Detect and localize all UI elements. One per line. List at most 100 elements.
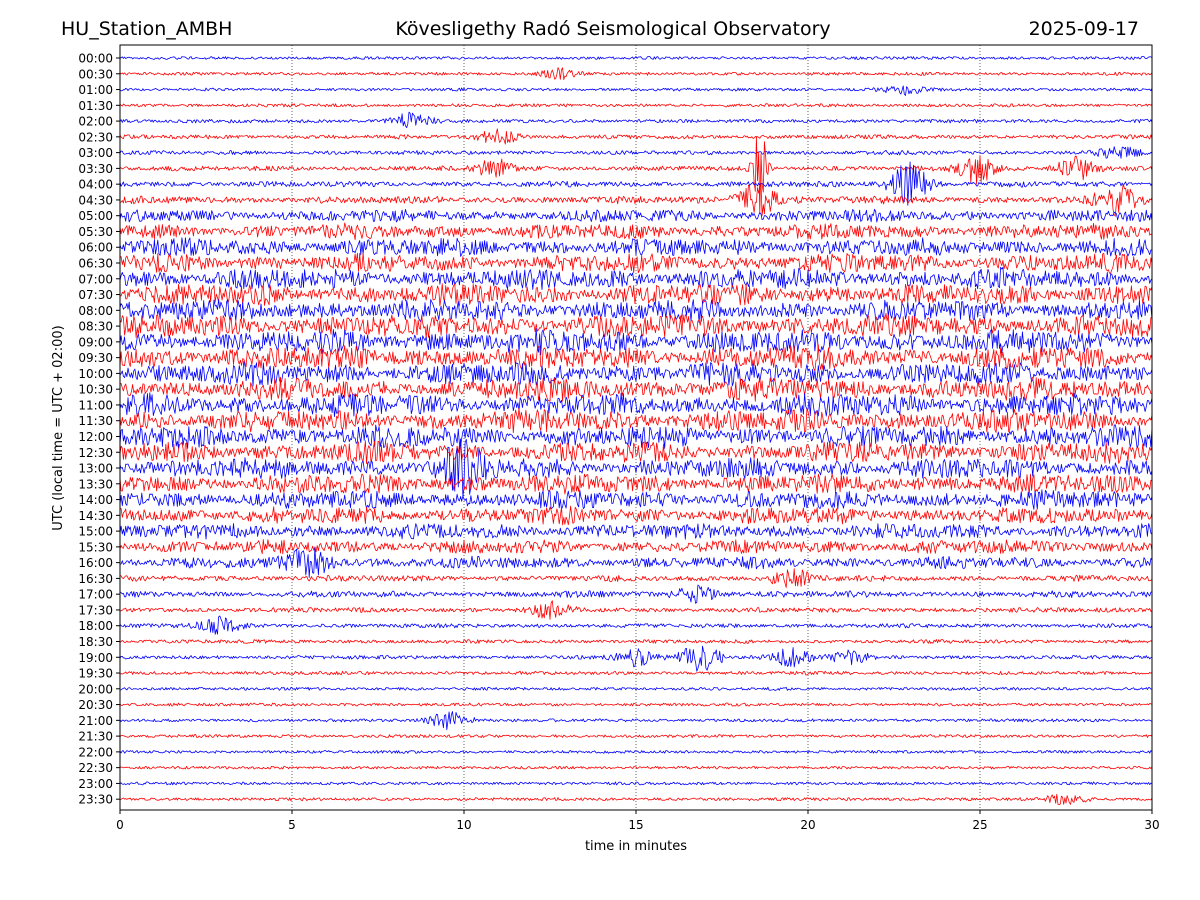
x-tick-label: 20 — [800, 818, 815, 832]
trace-0700 — [120, 266, 1152, 290]
y-tick-label: 01:00 — [78, 83, 113, 97]
trace-1100 — [120, 392, 1152, 418]
x-axis-ticks: 0 5 10 15 20 25 30 — [116, 810, 1160, 832]
y-tick-label: 09:30 — [78, 351, 113, 365]
x-tick-label: 15 — [628, 818, 643, 832]
trace-1700 — [120, 584, 1152, 604]
trace-0800 — [120, 299, 1152, 323]
trace-0100 — [120, 85, 1152, 96]
trace-1930 — [120, 670, 1152, 676]
x-tick-label: 5 — [288, 818, 296, 832]
y-tick-label: 03:30 — [78, 162, 113, 176]
trace-1430 — [120, 505, 1152, 526]
y-tick-label: 05:30 — [78, 225, 113, 239]
y-tick-label: 13:30 — [78, 477, 113, 491]
y-tick-label: 00:00 — [78, 52, 113, 66]
y-tick-label: 00:30 — [78, 67, 113, 81]
y-tick-label: 22:00 — [78, 745, 113, 759]
x-tick-label: 25 — [972, 818, 987, 832]
y-tick-label: 14:00 — [78, 493, 113, 507]
seismic-traces — [120, 56, 1152, 805]
trace-1130 — [120, 408, 1152, 434]
trace-2300 — [120, 781, 1152, 786]
y-tick-label: 01:30 — [78, 99, 113, 113]
y-tick-label: 04:30 — [78, 193, 113, 207]
trace-1500 — [120, 523, 1152, 540]
y-tick-label: 20:00 — [78, 682, 113, 696]
trace-0530 — [120, 222, 1152, 241]
y-tick-label: 07:30 — [78, 288, 113, 302]
trace-0300 — [120, 146, 1152, 159]
trace-1630 — [120, 568, 1152, 588]
chart-title: Kövesligethy Radó Seismological Observat… — [395, 18, 830, 40]
trace-0430 — [120, 183, 1152, 217]
y-tick-label: 06:00 — [78, 241, 113, 255]
y-tick-label: 20:30 — [78, 698, 113, 712]
trace-0230 — [120, 128, 1152, 145]
trace-0030 — [120, 67, 1152, 80]
trace-2000 — [120, 686, 1152, 691]
y-tick-label: 12:00 — [78, 430, 113, 444]
trace-0900 — [120, 328, 1152, 356]
y-tick-label: 17:00 — [78, 588, 113, 602]
y-tick-label: 23:30 — [78, 793, 113, 807]
trace-1830 — [120, 639, 1152, 644]
trace-2100 — [120, 711, 1152, 731]
y-tick-label: 02:30 — [78, 130, 113, 144]
trace-1800 — [120, 615, 1152, 635]
y-tick-label: 21:00 — [78, 714, 113, 728]
y-tick-label: 19:00 — [78, 651, 113, 665]
y-tick-label: 11:30 — [78, 414, 113, 428]
x-tick-label: 0 — [116, 818, 124, 832]
y-tick-label: 19:30 — [78, 667, 113, 681]
trace-1530 — [120, 539, 1152, 555]
y-tick-label: 12:30 — [78, 446, 113, 460]
y-tick-label: 17:30 — [78, 603, 113, 617]
y-tick-label: 18:30 — [78, 635, 113, 649]
trace-0730 — [120, 283, 1152, 307]
trace-0600 — [120, 237, 1152, 257]
trace-1300 — [120, 438, 1152, 498]
y-tick-label: 14:30 — [78, 509, 113, 523]
y-tick-label: 10:30 — [78, 383, 113, 397]
y-tick-label: 08:30 — [78, 320, 113, 334]
y-tick-label: 23:00 — [78, 777, 113, 791]
y-tick-label: 02:00 — [78, 115, 113, 129]
y-tick-label: 16:00 — [78, 556, 113, 570]
x-tick-label: 30 — [1144, 818, 1159, 832]
y-tick-label: 13:00 — [78, 462, 113, 476]
y-tick-label: 21:30 — [78, 730, 113, 744]
trace-0130 — [120, 103, 1152, 108]
x-axis-label: time in minutes — [585, 839, 687, 854]
y-tick-label: 16:30 — [78, 572, 113, 586]
y-axis-label: UTC (local time = UTC + 02:00) — [51, 325, 66, 530]
y-tick-label: 22:30 — [78, 761, 113, 775]
trace-2330 — [120, 793, 1152, 805]
y-tick-label: 15:30 — [78, 540, 113, 554]
x-tick-label: 10 — [456, 818, 471, 832]
y-tick-label: 05:00 — [78, 209, 113, 223]
y-tick-label: 07:00 — [78, 272, 113, 286]
trace-2030 — [120, 702, 1152, 707]
trace-0400 — [120, 161, 1152, 206]
y-tick-label: 09:00 — [78, 335, 113, 349]
trace-1030 — [120, 376, 1152, 402]
trace-0200 — [120, 111, 1152, 128]
y-tick-label: 18:00 — [78, 619, 113, 633]
trace-1330 — [120, 473, 1152, 495]
trace-1200 — [120, 424, 1152, 449]
trace-2200 — [120, 750, 1152, 754]
y-tick-label: 03:00 — [78, 146, 113, 160]
trace-1230 — [120, 440, 1152, 464]
trace-1900 — [120, 645, 1152, 672]
trace-2130 — [120, 734, 1152, 738]
trace-0000 — [120, 56, 1152, 60]
trace-0330 — [120, 136, 1152, 214]
trace-1600 — [120, 546, 1152, 578]
y-tick-label: 04:00 — [78, 178, 113, 192]
trace-0930 — [120, 344, 1152, 372]
y-tick-label: 08:00 — [78, 304, 113, 318]
